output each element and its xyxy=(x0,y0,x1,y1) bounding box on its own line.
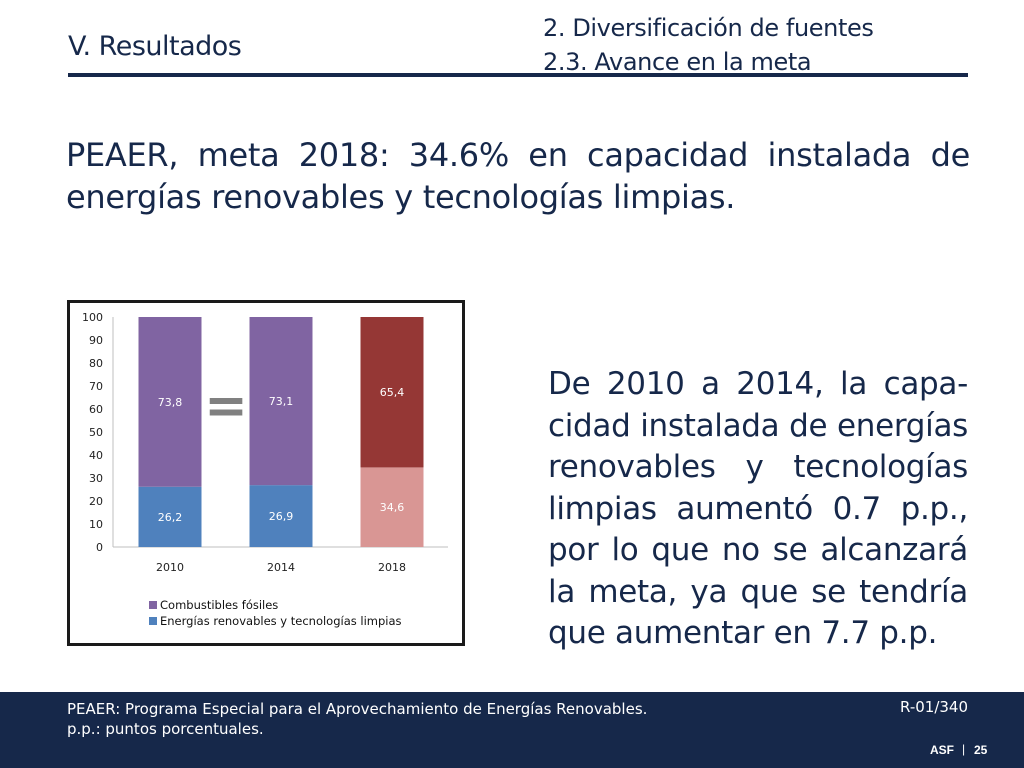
reference-code: R-01/340 xyxy=(900,698,968,716)
y-tick-label: 100 xyxy=(82,311,103,324)
footer-bar: PEAER: Programa Especial para el Aprovec… xyxy=(0,692,1024,768)
y-tick-label: 90 xyxy=(89,334,103,347)
page-number: 25 xyxy=(974,743,988,757)
bar-fossil-2014 xyxy=(249,317,313,486)
brand-separator: | xyxy=(962,742,966,756)
footnote-peaer: PEAER: Programa Especial para el Aprovec… xyxy=(67,700,648,718)
y-tick-label: 60 xyxy=(89,403,103,416)
section-title: V. Resultados xyxy=(68,31,242,62)
y-tick-label: 40 xyxy=(89,449,103,462)
data-label-fossil-2014: 73,1 xyxy=(269,395,294,408)
x-tick-label: 2018 xyxy=(378,561,406,574)
x-tick-label: 2010 xyxy=(156,561,184,574)
data-label-fossil-2018: 65,4 xyxy=(380,386,405,399)
y-tick-label: 20 xyxy=(89,495,103,508)
subsection-line-2: 2.3. Avance en la meta xyxy=(543,48,812,76)
header-divider xyxy=(68,73,968,77)
stacked-bar-chart: 0 10 20 30 40 50 60 70 80 90 100 26,2 73,8 26,9 73,1 3… xyxy=(82,311,448,628)
equal-symbol: = xyxy=(204,376,248,436)
data-label-renewables-2014: 26,9 xyxy=(269,510,294,523)
bar-renewables-2018 xyxy=(360,467,424,547)
data-label-fossil-2010: 73,8 xyxy=(158,396,183,409)
body-text: De 2010 a 2014, la capa-cidad instalada … xyxy=(548,366,968,651)
data-label-renewables-2018: 34,6 xyxy=(380,501,405,514)
legend-label: Combustibles fósiles xyxy=(160,598,278,612)
footnote-pp: p.p.: puntos porcentuales. xyxy=(67,720,264,738)
subsection-heading: 2. Diversificación de fuentes 2.3. Avanc… xyxy=(543,11,874,79)
x-tick-label: 2014 xyxy=(267,561,295,574)
legend-swatch xyxy=(149,601,157,609)
chart-frame: 0 10 20 30 40 50 60 70 80 90 100 26,2 73,8 26,9 73,1 3… xyxy=(67,300,465,646)
y-tick-label: 30 xyxy=(89,472,103,485)
y-tick-label: 50 xyxy=(89,426,103,439)
y-tick-label: 0 xyxy=(96,541,103,554)
y-tick-label: 80 xyxy=(89,357,103,370)
subsection-line-1: 2. Diversificación de fuentes xyxy=(543,14,874,42)
legend-label: Energías renovables y tecnologías limpia… xyxy=(160,614,402,628)
brand-label: ASF xyxy=(930,743,954,757)
headline: PEAER, meta 2018: 34.6% en capacidad ins… xyxy=(66,136,970,216)
bar-fossil-2018 xyxy=(360,317,424,468)
y-tick-label: 10 xyxy=(89,518,103,531)
bar-renewables-2014 xyxy=(249,485,313,547)
data-label-renewables-2010: 26,2 xyxy=(158,511,183,524)
y-tick-label: 70 xyxy=(89,380,103,393)
bar-renewables-2010 xyxy=(138,486,202,547)
bar-fossil-2010 xyxy=(138,317,202,487)
legend-swatch xyxy=(149,617,157,625)
